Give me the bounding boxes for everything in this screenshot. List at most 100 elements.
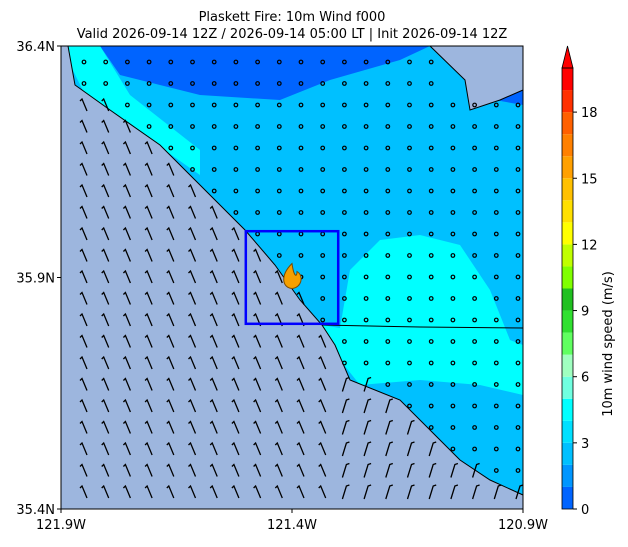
calm-marker — [450, 231, 456, 237]
wind-barb — [166, 377, 175, 391]
calm-marker — [493, 339, 499, 344]
wind-barb — [253, 420, 262, 434]
calm-marker — [407, 188, 412, 194]
wind-barb — [253, 398, 262, 413]
calm-marker — [385, 167, 391, 172]
wind-barb — [274, 334, 283, 348]
wind-barb — [101, 420, 110, 434]
colorbar-segment — [562, 244, 573, 267]
wind-barb — [101, 355, 110, 370]
x-tick-label: 121.9W — [36, 518, 86, 533]
calm-marker — [168, 124, 174, 129]
wind-barb — [166, 291, 175, 305]
wind-barb — [144, 312, 153, 327]
calm-marker — [450, 210, 456, 215]
calm-marker — [407, 102, 412, 108]
colorbar-tick-label: 0 — [581, 503, 589, 518]
calm-marker — [342, 253, 347, 258]
calm-marker — [342, 231, 347, 237]
calm-marker — [472, 167, 478, 172]
calm-marker — [493, 124, 499, 129]
colorbar-segment — [562, 332, 573, 355]
wind-barb — [122, 312, 131, 327]
wind-barb — [144, 463, 153, 477]
wind-barb — [166, 162, 175, 176]
wind-barb — [274, 312, 283, 327]
wind-barb — [122, 355, 131, 370]
wind-barb — [166, 183, 175, 198]
wind-barb — [79, 140, 88, 155]
colorbar-segment — [562, 112, 573, 135]
colorbar-frame — [561, 67, 574, 510]
wind-barb — [144, 140, 153, 155]
wind-barb — [209, 484, 218, 499]
wind-barb — [274, 441, 283, 456]
wind-barb — [144, 291, 153, 305]
calm-marker — [190, 124, 195, 129]
wind-barb — [122, 377, 131, 391]
wind-barb — [144, 334, 153, 348]
wind-barb — [209, 269, 218, 284]
wind-barb — [296, 441, 305, 456]
wind-barb — [363, 462, 372, 478]
wind-barb — [79, 420, 88, 434]
wind-barb — [406, 441, 415, 457]
colorbar-segment — [562, 156, 573, 179]
colorbar-extension — [561, 45, 574, 69]
wind-barb — [122, 484, 131, 499]
wind-barb — [79, 226, 88, 241]
calm-marker — [385, 382, 391, 387]
wind-barb — [101, 162, 110, 176]
calm-marker — [407, 81, 412, 86]
calm-marker — [472, 188, 478, 194]
calm-marker — [472, 210, 478, 215]
wind-barb — [188, 441, 197, 456]
calm-marker — [342, 81, 347, 86]
wind-barb — [296, 312, 305, 327]
wind-barb — [79, 441, 88, 456]
wind-barb — [79, 463, 88, 477]
contour-slow — [61, 46, 200, 175]
calm-marker — [407, 210, 412, 215]
calm-marker — [472, 145, 478, 151]
calm-marker — [472, 124, 478, 129]
wind-barb — [188, 312, 197, 327]
wind-barb — [406, 462, 415, 478]
calm-marker — [363, 360, 369, 366]
calm-marker — [472, 296, 478, 301]
calm-marker — [190, 167, 195, 172]
calm-marker — [168, 59, 174, 65]
wind-barb — [144, 205, 153, 219]
calm-marker — [342, 124, 347, 129]
wind-barb — [341, 462, 350, 478]
wind-barb — [385, 462, 394, 478]
calm-marker — [320, 253, 326, 258]
calm-marker — [407, 382, 412, 387]
colorbar-tick-label: 12 — [581, 238, 598, 253]
colorbar-tick-label: 6 — [581, 371, 589, 386]
calm-marker — [363, 274, 369, 280]
wind-barb — [122, 205, 131, 219]
wind-barb — [341, 441, 350, 457]
wind-barb — [188, 463, 197, 477]
wind-barb — [318, 420, 327, 434]
calm-marker — [233, 210, 239, 215]
wind-barb — [79, 205, 88, 219]
colorbar-tick-label: 18 — [581, 106, 598, 121]
wind-barb — [166, 484, 175, 499]
wind-barb — [144, 269, 153, 284]
wind-barb — [144, 398, 153, 413]
calm-marker — [407, 231, 412, 237]
calm-marker — [363, 296, 369, 301]
wind-barb — [166, 463, 175, 477]
wind-barb — [79, 398, 88, 413]
calm-marker — [190, 81, 195, 86]
wind-barb — [341, 484, 350, 500]
wind-barb — [101, 377, 110, 391]
calm-marker — [407, 253, 412, 258]
calm-marker — [146, 59, 152, 65]
calm-marker — [515, 124, 521, 129]
wind-barb — [385, 441, 394, 457]
calm-marker — [255, 102, 261, 108]
calm-marker — [298, 124, 304, 129]
